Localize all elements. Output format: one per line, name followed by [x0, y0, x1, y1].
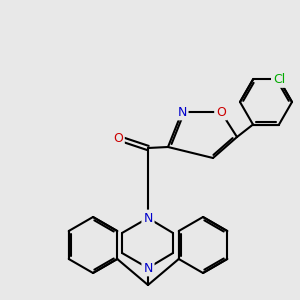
Text: N: N: [177, 106, 187, 118]
Text: Cl: Cl: [273, 73, 285, 86]
Text: O: O: [216, 106, 226, 118]
Text: N: N: [143, 262, 153, 275]
Text: O: O: [113, 131, 123, 145]
Text: N: N: [143, 212, 153, 224]
